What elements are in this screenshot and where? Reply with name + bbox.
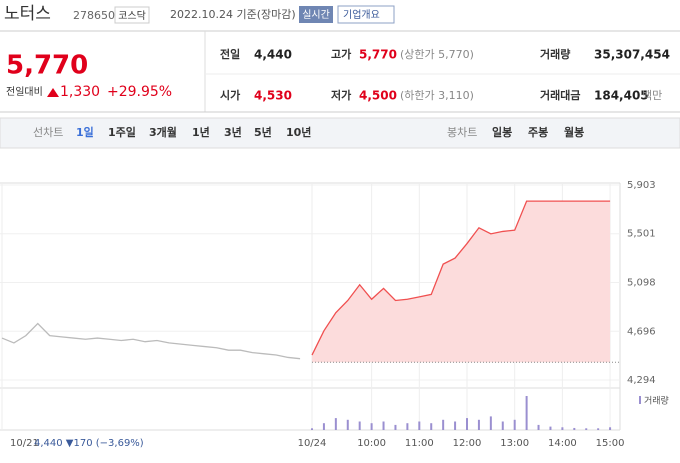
x-tick-label: 13:00 [500, 438, 529, 449]
volume-bar [370, 423, 373, 430]
stat-label: 거래량 [540, 47, 570, 61]
footer-text: 4,440 ▼170 (−3,69%) [34, 438, 144, 449]
x-tick-label: 12:00 [453, 438, 482, 449]
y-tick-label: 5,098 [627, 278, 656, 289]
x-tick-label: 14:00 [548, 438, 577, 449]
x-tick-label: 11:00 [405, 438, 434, 449]
volume-bar [585, 428, 588, 430]
stat-note: (상한가 5,770) [400, 48, 474, 61]
volume-bar [442, 419, 445, 430]
stock-name: 노터스 [4, 4, 51, 24]
line [311, 200, 611, 356]
footer-date: 10/21 [10, 438, 39, 449]
stat-note: (하한가 3,110) [400, 88, 474, 102]
period-tab[interactable]: 1년 [192, 125, 210, 139]
realtime[interactable]: 실시간 [302, 9, 330, 21]
period-tab[interactable]: 3년 [224, 125, 242, 139]
stat-value: 4,530 [254, 89, 292, 103]
candle-tab[interactable]: 주봉 [528, 126, 548, 139]
price: 5,770 [6, 51, 88, 81]
volume-bar [430, 423, 433, 430]
stat-value: 4,440 [254, 48, 292, 62]
period-tab[interactable]: 3개월 [149, 125, 177, 139]
up-arrow [47, 88, 59, 97]
tab-bar [0, 117, 680, 149]
rate: +29.95% [107, 84, 172, 100]
period-tab[interactable]: 5년 [254, 125, 272, 139]
stat-note: 백만 [642, 89, 662, 102]
tab-label: 봉차트 [447, 126, 477, 139]
volume-bar [382, 421, 385, 430]
stat-label: 시가 [220, 88, 240, 102]
volume-bar [573, 427, 576, 430]
stat-label: 고가 [331, 47, 351, 61]
change-label: 전일대비 [6, 86, 43, 98]
stock-code: 278650 [73, 9, 115, 22]
company[interactable]: 기업개요 [343, 8, 380, 21]
volume-bar [477, 419, 480, 430]
y-tick-label: 5,903 [627, 180, 656, 191]
volume-legend-swatch [639, 396, 641, 404]
market-badge [114, 6, 150, 24]
company-button[interactable] [337, 5, 395, 24]
volume-bar [561, 427, 564, 430]
volume-bar [466, 418, 468, 430]
volume-bar [394, 424, 397, 430]
volume-bar [513, 419, 516, 430]
volume-bar [537, 424, 540, 430]
volume-bar [489, 416, 492, 430]
y-tick-label: 4,294 [627, 375, 656, 386]
volume-bar [346, 419, 349, 430]
volume-bar [418, 421, 421, 430]
volume-bar [358, 421, 361, 430]
realtime-button[interactable] [299, 6, 333, 23]
volume-legend: 거래량 [644, 395, 669, 407]
stat-label: 저가 [331, 88, 351, 102]
volume-bar [549, 426, 552, 430]
stat-value: 184,405 [594, 89, 649, 103]
candle-tab[interactable]: 일봉 [492, 125, 512, 139]
period-tab[interactable]: 10년 [286, 125, 311, 139]
volume-bar [525, 396, 528, 430]
stat-value: 4,500 [359, 89, 397, 103]
stat-value: 5,770 [359, 48, 397, 62]
y-tick-label: 5,501 [627, 229, 656, 240]
volume-bar [322, 423, 325, 430]
tab-label: 선차트 [33, 126, 63, 139]
market: 코스닥 [118, 10, 146, 22]
period-tab[interactable]: 1주일 [108, 125, 136, 139]
volume-bar [501, 421, 504, 430]
volume-bar [454, 421, 457, 430]
x-tick-label: 10/24 [298, 438, 327, 449]
line [1, 322, 301, 360]
area [312, 201, 611, 363]
volume-bar [406, 423, 409, 430]
date: 2022.10.24 기준(장마감) [170, 8, 296, 21]
stat-label: 전일 [220, 47, 240, 61]
volume-bar [609, 427, 612, 430]
change: 1,330 [60, 84, 100, 100]
volume-bar [597, 428, 600, 430]
x-tick-label: 10:00 [357, 438, 386, 449]
volume-bar [334, 418, 337, 430]
stat-value: 35,307,454 [594, 48, 670, 62]
stat-label: 거래대금 [540, 88, 580, 102]
candle-tab[interactable]: 월봉 [564, 125, 584, 139]
y-tick-label: 4,696 [627, 326, 656, 337]
x-tick-label: 15:00 [596, 438, 625, 449]
period-tab[interactable]: 1일 [76, 125, 94, 139]
volume-bar [311, 428, 313, 430]
